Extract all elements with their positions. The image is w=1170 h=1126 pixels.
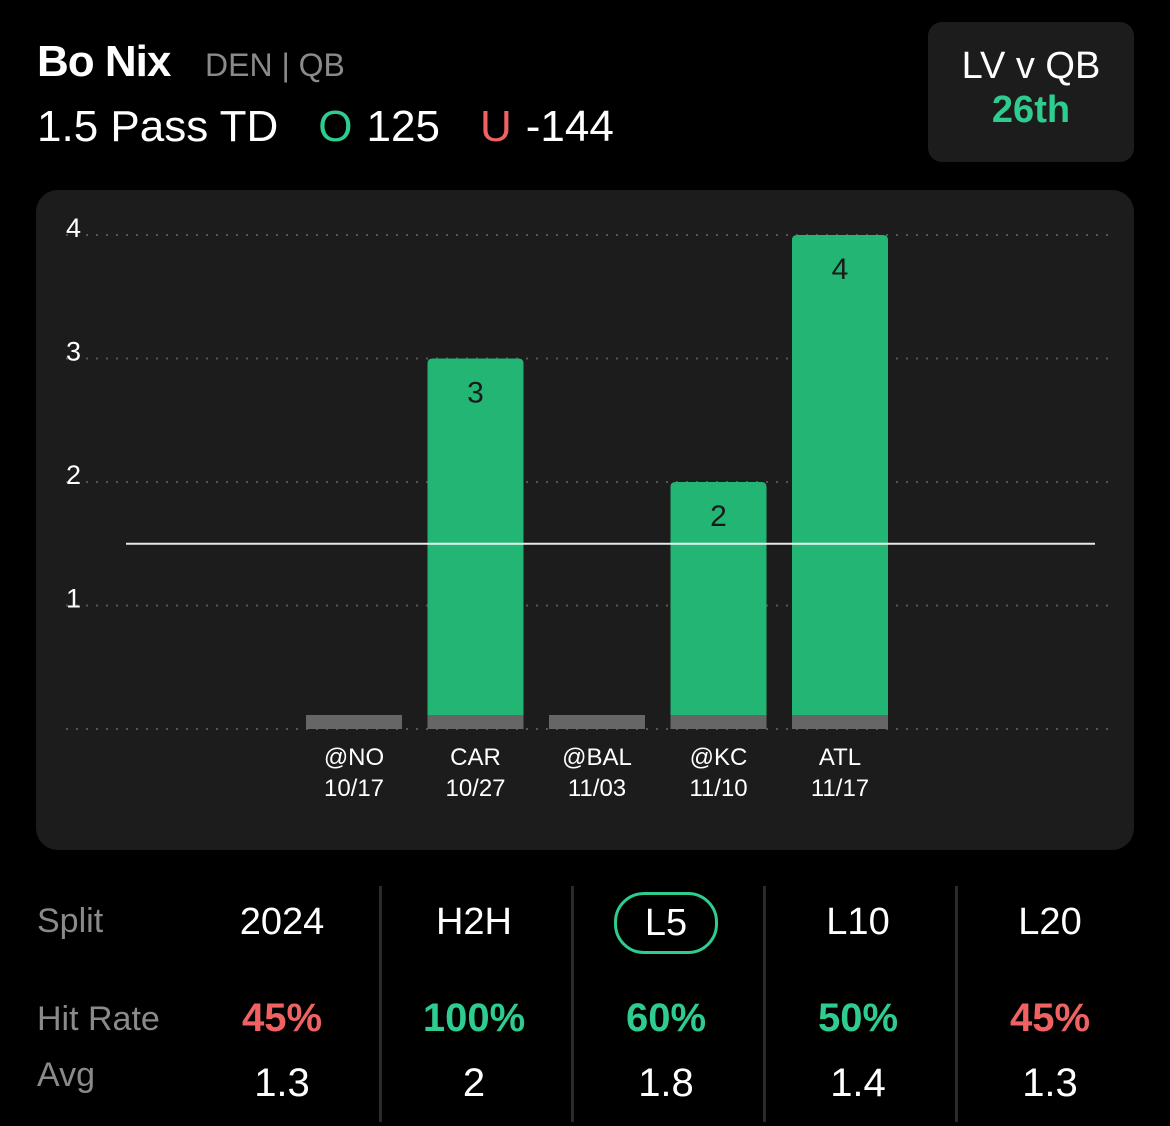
avg-value: 1.8 xyxy=(638,1061,694,1105)
y-tick-label: 4 xyxy=(66,213,81,243)
split-column-l20[interactable]: L20 45% 1.3 xyxy=(954,880,1146,1126)
split-column-h2h[interactable]: H2H 100% 2 xyxy=(378,880,570,1126)
hit-rate-value: 45% xyxy=(1009,996,1091,1040)
x-tick-label: @BAL xyxy=(562,744,632,771)
bar-chart: 1 2 3 4 @NO 10/17 3 CAR 10/27 @BAL 11/03 2 @KC 11/10 4… xyxy=(66,213,1116,802)
over-odds[interactable]: 125 xyxy=(366,102,440,151)
bar-value-label: 4 xyxy=(832,253,849,286)
x-tick-label: CAR xyxy=(450,744,501,771)
x-tick-label: @NO xyxy=(324,744,384,771)
avg-value: 1.3 xyxy=(254,1061,310,1105)
x-tick-date: 11/17 xyxy=(811,775,869,802)
bar xyxy=(670,482,767,717)
y-tick-label: 1 xyxy=(66,584,81,614)
bar-value-label: 2 xyxy=(710,500,727,533)
x-tick-date: 11/03 xyxy=(568,775,626,802)
matchup-rank: 26th xyxy=(991,89,1071,131)
bar xyxy=(427,358,524,717)
player-name: Bo Nix xyxy=(37,37,171,86)
x-tick-date: 10/17 xyxy=(324,775,384,802)
bar-base xyxy=(792,715,888,729)
split-tab[interactable]: L20 xyxy=(1018,901,1082,943)
player-team-position: DEN | QB xyxy=(205,47,345,83)
split-column-l5[interactable]: L5 60% 1.8 xyxy=(570,880,762,1126)
column-divider xyxy=(571,886,574,1122)
y-tick-label: 2 xyxy=(66,460,81,490)
split-tab[interactable]: L10 xyxy=(826,901,890,943)
matchup-title: LV v QB xyxy=(961,45,1101,87)
y-tick-label: 3 xyxy=(66,337,81,367)
hit-rate-value: 45% xyxy=(241,996,323,1040)
split-column-2024[interactable]: 2024 45% 1.3 xyxy=(186,880,378,1126)
avg-row-label: Avg xyxy=(37,1056,95,1094)
split-row-label: Split xyxy=(37,902,104,940)
column-divider xyxy=(763,886,766,1122)
split-column-l10[interactable]: L10 50% 1.4 xyxy=(762,880,954,1126)
split-tab[interactable]: 2024 xyxy=(239,901,325,943)
under-icon: U xyxy=(479,102,512,151)
avg-value: 1.4 xyxy=(830,1061,886,1105)
hit-rate-value: 60% xyxy=(625,996,707,1040)
bar-value-label: 3 xyxy=(467,377,484,410)
hit-rate-row-label: Hit Rate xyxy=(37,1000,160,1038)
prop-label: 1.5 Pass TD xyxy=(37,102,279,151)
bar-miss xyxy=(549,715,645,729)
bar-base xyxy=(670,715,767,729)
column-divider xyxy=(379,886,382,1122)
column-divider xyxy=(955,886,958,1122)
bar-miss xyxy=(306,715,402,729)
prop-line: 1.5 Pass TD O 125 U -144 xyxy=(37,100,614,154)
split-tab[interactable]: L5 xyxy=(570,892,762,954)
bar-base xyxy=(427,715,524,729)
hit-rate-value: 100% xyxy=(422,996,526,1040)
splits-table: Split Hit Rate Avg 2024 45% 1.3 H2H 100% 2 L5 6… xyxy=(0,880,1170,1126)
avg-value: 2 xyxy=(462,1061,486,1105)
bar xyxy=(792,235,888,717)
x-tick-date: 10/27 xyxy=(445,775,505,802)
x-tick-date: 11/10 xyxy=(689,775,747,802)
over-icon: O xyxy=(318,102,353,151)
under-odds[interactable]: -144 xyxy=(525,102,614,151)
matchup-card[interactable]: LV v QB 26th xyxy=(928,22,1134,162)
chart-card: 1 2 3 4 @NO 10/17 3 CAR 10/27 @BAL 11/03 2 @KC 11/10 4… xyxy=(36,190,1134,850)
hit-rate-value: 50% xyxy=(817,996,899,1040)
avg-value: 1.3 xyxy=(1022,1061,1078,1105)
x-tick-label: ATL xyxy=(819,744,861,771)
x-tick-label: @KC xyxy=(690,744,748,771)
selected-split-pill[interactable]: L5 xyxy=(613,892,719,954)
split-tab[interactable]: H2H xyxy=(435,901,513,943)
